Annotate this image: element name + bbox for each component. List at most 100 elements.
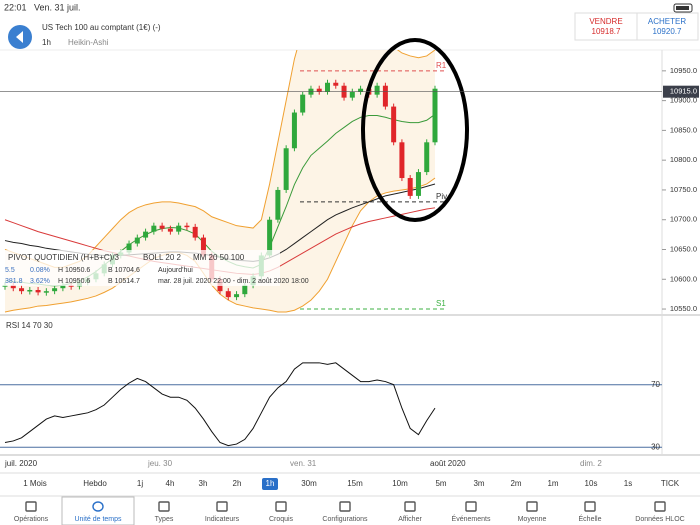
candle: [275, 189, 281, 220]
pivot-label: Piv: [436, 192, 447, 201]
time-label: jeu. 30: [147, 459, 173, 468]
y-tick-label: 10550.0: [670, 304, 697, 313]
y-tick-label: 10650.0: [670, 244, 697, 253]
timeframe-option[interactable]: TICK: [661, 479, 680, 488]
toolbar-icon: [92, 501, 104, 512]
timeframe-option[interactable]: 2h: [233, 479, 242, 488]
timeframe-option[interactable]: 1 Mois: [23, 479, 47, 488]
candle: [19, 288, 25, 292]
candle: [35, 289, 41, 293]
timeframe-option[interactable]: Hebdo: [83, 479, 107, 488]
candle: [10, 285, 16, 289]
y-tick-label: 10750.0: [670, 185, 697, 194]
toolbar-button[interactable]: Types: [155, 516, 174, 523]
timeframe-option[interactable]: 3h: [199, 479, 208, 488]
candle: [424, 142, 430, 173]
toolbar-button[interactable]: Afficher: [398, 516, 422, 523]
legend-value: B 10514.7: [108, 278, 140, 285]
toolbar-button[interactable]: Unité de temps: [74, 516, 122, 523]
toolbar-icon: [25, 501, 37, 512]
toolbar-button[interactable]: Données HLOC: [635, 516, 684, 523]
sell-price: 10918.7: [592, 27, 621, 36]
timeframe-option[interactable]: 30m: [301, 479, 317, 488]
toolbar-button[interactable]: Indicateurs: [205, 516, 240, 523]
toolbar-button[interactable]: Croquis: [269, 516, 294, 523]
toolbar-button[interactable]: Échelle: [579, 514, 602, 523]
legend-bg: [0, 250, 280, 286]
timeframe-option[interactable]: 4h: [166, 479, 175, 488]
timeframe-option[interactable]: 5m: [435, 479, 446, 488]
candle: [267, 219, 273, 256]
candle: [27, 289, 33, 292]
candle: [126, 243, 132, 253]
rsi-tick-label: 70: [651, 380, 660, 389]
candle: [184, 225, 190, 228]
legend: MM 20 50 100: [193, 253, 245, 262]
buy-button[interactable]: [636, 12, 699, 41]
candle: [52, 288, 58, 292]
legend-value: 3.62%: [30, 278, 50, 285]
rsi-chart: RSI 14 70 30 70 30: [0, 321, 662, 451]
y-tick-label: 10800.0: [670, 155, 697, 164]
y-tick-label: 10850.0: [670, 125, 697, 134]
candle: [300, 94, 306, 113]
candle: [60, 285, 66, 289]
candle: [134, 237, 140, 244]
time-label: août 2020: [430, 459, 466, 468]
timeframe-option[interactable]: 3m: [473, 479, 484, 488]
toolbar-icon: [654, 501, 666, 512]
candle: [200, 237, 206, 256]
timeframe-option[interactable]: 1h: [266, 479, 275, 488]
toolbar-button[interactable]: Configurations: [322, 516, 368, 523]
timeframe-bar: 1 Mois Hebdo 1j 4h 3h 2h 1h 30m 15m 10m 5m 3m 2m 1m 10…: [23, 478, 680, 490]
candle: [167, 228, 173, 232]
sell-button[interactable]: [574, 12, 638, 41]
y-tick-label: 10900.0: [670, 96, 697, 105]
clock: 22:01: [4, 2, 27, 12]
timeframe-selected: [262, 478, 278, 490]
timeframe-option[interactable]: 1m: [547, 479, 558, 488]
instrument: US Tech 100 au comptant (1€) (-): [42, 23, 161, 32]
candle: [349, 91, 355, 98]
toolbar-button[interactable]: Événements: [452, 514, 491, 523]
toolbar: Opérations Unité de temps Types Indicateurs…: [14, 496, 685, 525]
candle: [399, 142, 405, 179]
toolbar-icon: [465, 501, 477, 512]
legend-value: H 10950.6: [58, 267, 90, 274]
candle: [391, 106, 397, 143]
legend-value: Aujourd'hui: [158, 267, 193, 274]
buy-price: 10920.7: [653, 27, 682, 36]
timeframe-option[interactable]: 10s: [585, 479, 598, 488]
toolbar-button[interactable]: Moyenne: [518, 516, 547, 523]
candle: [291, 112, 297, 149]
candle: [234, 294, 240, 298]
toolbar-icon: [339, 501, 351, 512]
legend: BOLL 20 2: [143, 253, 182, 262]
toolbar-icon: [404, 501, 416, 512]
candle: [283, 148, 289, 190]
candle: [325, 82, 330, 92]
chart-style: Heikin-Ashi: [68, 38, 109, 47]
timeframe: 1h: [42, 38, 51, 47]
candle: [192, 226, 198, 238]
toolbar-button[interactable]: Opérations: [14, 516, 49, 523]
candle: [159, 225, 165, 229]
rsi-label: RSI 14 70 30: [6, 321, 53, 330]
candle: [374, 85, 380, 95]
timeframe-option[interactable]: 1s: [624, 479, 632, 488]
timeframe-option[interactable]: 1j: [137, 479, 143, 488]
back-arrow: [16, 31, 23, 43]
legend-value: 0.08%: [30, 267, 50, 274]
timeframe-option[interactable]: 15m: [347, 479, 363, 488]
legend-value: 5.5: [5, 267, 15, 274]
timeframe-option[interactable]: 2m: [510, 479, 521, 488]
timeframe-option[interactable]: 10m: [392, 479, 408, 488]
y-tick-label: 10950.0: [670, 66, 697, 75]
candle: [176, 225, 182, 232]
legend-value: B 10704.6: [108, 267, 140, 274]
time-label: ven. 31: [290, 459, 317, 468]
candle: [151, 225, 157, 232]
y-tick-label: 10700.0: [670, 215, 697, 224]
legend-value: 381.8: [5, 278, 23, 285]
